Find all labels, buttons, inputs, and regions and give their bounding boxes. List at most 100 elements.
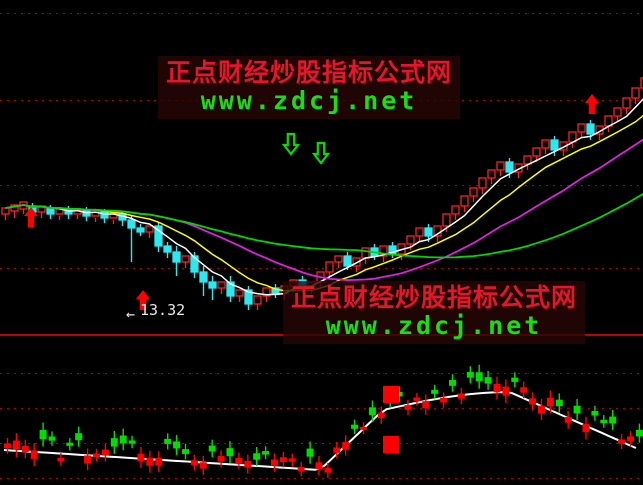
candle-body[interactable] [289,279,298,287]
candle-body[interactable] [190,255,199,273]
candle-body[interactable] [1,207,10,215]
indicator-bar[interactable] [217,456,225,462]
indicator-bar[interactable] [493,383,501,393]
indicator-bar[interactable] [244,460,252,468]
indicator-bar[interactable] [253,453,261,460]
candle-body[interactable] [640,77,643,89]
indicator-bar[interactable] [75,433,83,441]
candle-body[interactable] [46,207,55,215]
candle-body[interactable] [361,247,370,259]
candle-body[interactable] [451,205,460,215]
indicator-bar[interactable] [48,436,56,441]
indicator-bar[interactable] [360,426,367,430]
indicator-bar[interactable] [226,448,234,457]
indicator-bar[interactable] [609,416,617,424]
indicator-bar[interactable] [368,407,376,416]
candle-body[interactable] [550,139,559,151]
indicator-bar[interactable] [377,412,385,419]
indicator-bar[interactable] [12,440,20,450]
candle-body[interactable] [181,255,190,263]
candle-body[interactable] [505,161,514,173]
indicator-bar[interactable] [137,453,145,462]
indicator-bar[interactable] [520,387,528,393]
candle-body[interactable] [406,235,415,245]
candle-body[interactable] [163,245,172,253]
candle-body[interactable] [154,225,163,247]
candle-body[interactable] [442,213,451,227]
indicator-bar[interactable] [457,393,465,399]
candle-body[interactable] [226,281,235,297]
candle-body[interactable] [235,289,244,297]
candle-body[interactable] [496,161,505,171]
indicator-bar[interactable] [119,435,127,444]
indicator-panel[interactable] [0,336,643,485]
indicator-bar[interactable] [529,398,537,405]
indicator-highlight-block-0[interactable] [383,386,399,403]
indicator-bar[interactable] [155,457,163,466]
indicator-bar[interactable] [342,442,350,450]
candle-body[interactable] [217,281,226,289]
indicator-bar[interactable] [66,442,74,446]
candle-body[interactable] [631,87,640,99]
indicator-bar[interactable] [618,439,626,444]
candle-body[interactable] [127,219,136,229]
indicator-bar[interactable] [288,458,296,462]
indicator-bar[interactable] [173,441,181,449]
indicator-chart-svg[interactable] [0,336,643,485]
indicator-bar[interactable] [538,405,545,414]
candle-body[interactable] [460,195,469,207]
candle-body[interactable] [577,123,586,133]
price-chart-svg[interactable] [0,0,643,334]
candle-body[interactable] [622,97,631,109]
indicator-bar[interactable] [395,391,403,397]
indicator-bar[interactable] [110,438,118,447]
candle-body[interactable] [478,177,487,189]
indicator-bar[interactable] [182,449,189,454]
candle-body[interactable] [172,251,181,263]
indicator-highlight-block-1[interactable] [383,436,399,453]
indicator-bar[interactable] [190,460,198,466]
indicator-bar[interactable] [208,445,216,452]
indicator-bar[interactable] [315,462,323,470]
indicator-bar[interactable] [466,372,474,378]
indicator-bar[interactable] [582,423,590,433]
indicator-bar[interactable] [475,372,483,382]
indicator-bar[interactable] [262,451,270,455]
candle-body[interactable] [424,227,433,237]
indicator-bar[interactable] [39,429,47,439]
indicator-bar[interactable] [4,443,11,449]
indicator-bar[interactable] [600,419,608,424]
indicator-bar[interactable] [164,438,172,444]
indicator-bar[interactable] [413,397,421,401]
indicator-bar[interactable] [306,448,314,457]
indicator-bar[interactable] [564,416,572,423]
candle-body[interactable] [208,281,217,289]
indicator-bar[interactable] [235,458,243,464]
indicator-bar[interactable] [351,424,359,429]
indicator-bar[interactable] [199,462,207,469]
candle-body[interactable] [199,271,208,283]
indicator-bar[interactable] [502,386,510,396]
candle-body[interactable] [379,245,388,257]
indicator-bar[interactable] [271,459,278,466]
indicator-bar[interactable] [404,405,412,410]
indicator-bar[interactable] [93,453,100,457]
candle-series[interactable] [1,4,643,310]
indicator-bar[interactable] [555,399,563,407]
candle-body[interactable] [136,227,145,233]
indicator-bar[interactable] [297,466,305,472]
candle-body[interactable] [253,295,262,305]
indicator-bar[interactable] [484,377,492,384]
candle-body[interactable] [586,123,595,135]
indicator-bar[interactable] [440,397,448,403]
candle-body[interactable] [487,169,496,179]
indicator-bar[interactable] [573,405,581,414]
candle-body[interactable] [469,187,478,197]
candle-body[interactable] [541,139,550,149]
indicator-bar[interactable] [101,449,109,456]
candle-body[interactable] [334,255,343,263]
candle-body[interactable] [325,261,334,273]
price-panel[interactable] [0,0,643,334]
candle-body[interactable] [244,289,253,305]
candle-body[interactable] [532,147,541,157]
